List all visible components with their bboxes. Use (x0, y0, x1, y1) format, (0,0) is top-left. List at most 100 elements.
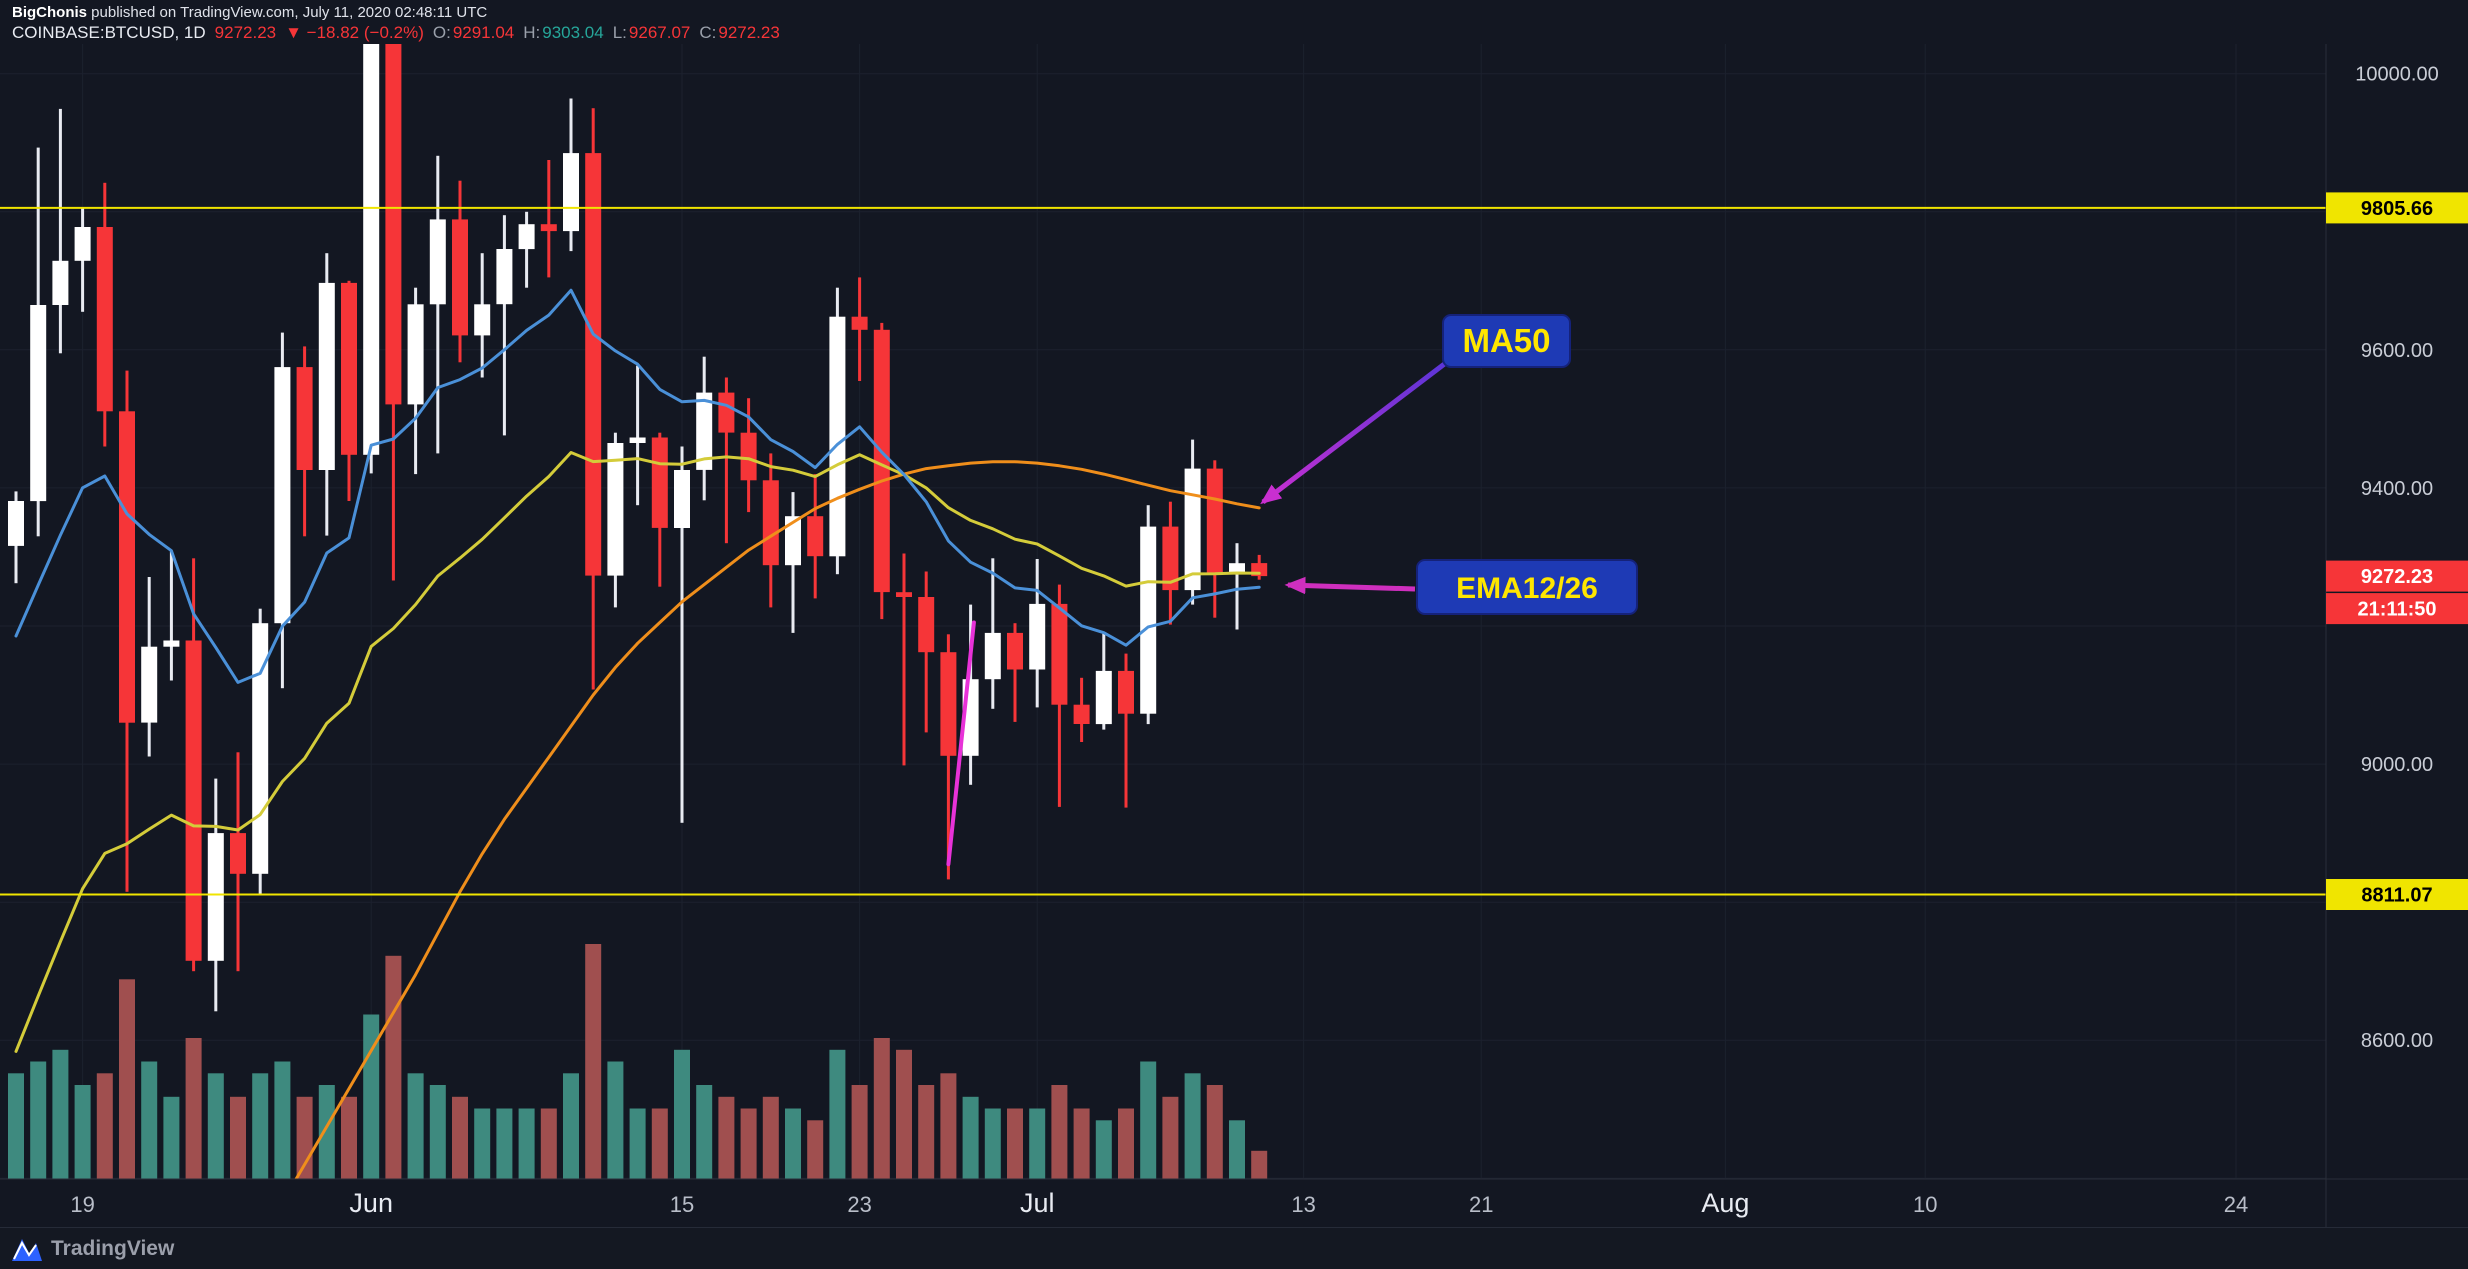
candle-wick (636, 365, 640, 506)
candle (1140, 526, 1157, 714)
volume-bar (896, 1049, 912, 1179)
candle (785, 516, 801, 566)
candle (696, 392, 713, 470)
ema-callout-box[interactable] (1416, 559, 1638, 615)
volume-bar (1162, 1096, 1179, 1179)
candle (1206, 468, 1223, 573)
candle-wick (169, 551, 173, 681)
price-chart[interactable]: MA50 EMA12/26 10000.00 9600.00 9400.00 9000.0… (0, 44, 2468, 1227)
candle (940, 652, 957, 756)
countdown-label[interactable] (2326, 593, 2468, 625)
volume-bar (851, 1085, 868, 1179)
candle (96, 227, 113, 412)
volume-bar (807, 1120, 824, 1179)
volume-bar (1140, 1061, 1157, 1179)
volume-bar (1184, 1073, 1201, 1179)
ema12-line[interactable] (14, 288, 1261, 684)
candle-wick (525, 211, 529, 288)
ohlc-open-key: O: (432, 23, 451, 42)
time-tick-label: 19 (70, 1192, 94, 1217)
candle (429, 219, 446, 305)
candle (1029, 603, 1046, 670)
candle (1007, 632, 1023, 670)
volume-bar (651, 1108, 668, 1179)
candle (8, 501, 24, 546)
volume-bar (585, 944, 602, 1179)
last-price-label[interactable] (2326, 560, 2468, 592)
volume-bar (829, 1049, 846, 1179)
trend-line[interactable] (946, 620, 976, 867)
candle (1184, 468, 1201, 591)
level-label-1[interactable] (2326, 879, 2468, 910)
volume-bar (918, 1085, 935, 1179)
candle (1051, 603, 1068, 705)
candle (674, 470, 690, 528)
volume-bar (1029, 1108, 1046, 1179)
candle (984, 632, 1001, 680)
level-label-0-text: 9805.66 (2361, 198, 2433, 220)
volume-bar (8, 1073, 24, 1179)
candle (185, 640, 202, 961)
candle-wick (680, 446, 684, 823)
price-axis[interactable] (2326, 44, 2468, 1227)
ohlc-high-value: 9303.04 (542, 23, 604, 42)
candle-wick (946, 634, 950, 880)
candle (141, 646, 158, 723)
candle (918, 597, 935, 653)
candle (1073, 704, 1090, 724)
ohlc-low: L: 9267.07 (613, 22, 691, 44)
countdown-label-text: 21:11:50 (2358, 599, 2437, 621)
candle (896, 592, 912, 597)
candle (718, 392, 735, 433)
ohlc-open: O: 9291.04 (433, 22, 514, 44)
candle-wick (58, 108, 62, 354)
candle (230, 833, 246, 874)
ema26-line[interactable] (14, 451, 1261, 1053)
volume-bar (629, 1108, 646, 1179)
volume-bar (873, 1038, 890, 1179)
ohlc-low-value: 9267.07 (628, 23, 691, 42)
volume-bar (429, 1085, 446, 1179)
level-label-0[interactable] (2326, 192, 2468, 224)
candle (119, 411, 135, 723)
last-price-value: 9272.23 (214, 23, 277, 42)
volume-bar (52, 1049, 69, 1179)
volume-bar (385, 955, 402, 1179)
volume-bar (496, 1108, 513, 1179)
candle-wick (547, 160, 551, 278)
time-tick-label: 13 (1291, 1192, 1315, 1217)
volume-bar (1095, 1120, 1112, 1179)
last-price-label-text: 9272.23 (2361, 566, 2433, 588)
time-axis[interactable] (0, 1179, 2326, 1227)
grid (0, 44, 2326, 1179)
chart-pane[interactable] (8, 44, 1268, 1227)
ohlc-high-key: H: (523, 23, 541, 42)
time-tick-label: 10 (1913, 1192, 1937, 1217)
ma50-line[interactable] (16, 460, 1261, 1227)
volume-bar (1229, 1120, 1245, 1179)
ema-callout-arrow[interactable] (1284, 576, 1416, 595)
ma50-callout-arrow[interactable] (1260, 360, 1449, 505)
volume-bar (563, 1073, 579, 1179)
volume-bar (341, 1096, 357, 1179)
price-tick-label: 8600.00 (2361, 1030, 2433, 1052)
candle-wick (724, 377, 728, 544)
candle (873, 329, 890, 593)
candle (518, 224, 535, 250)
candle (1095, 670, 1112, 725)
volume-bar (962, 1096, 979, 1179)
volume-bar (540, 1108, 557, 1179)
tradingview-logo[interactable] (12, 1237, 42, 1261)
volume-bar (1251, 1150, 1268, 1179)
volume-bar (718, 1096, 735, 1179)
volume-bar (1206, 1085, 1223, 1179)
volume-bar (230, 1096, 246, 1179)
volume-bar (407, 1073, 424, 1179)
volume-bar (1007, 1108, 1023, 1179)
tradingview-brand-text[interactable]: TradingView (51, 1236, 175, 1260)
time-tick-label: Aug (1701, 1188, 1749, 1218)
publisher-name: BigChonis (12, 4, 87, 21)
ma50-callout-box[interactable] (1442, 314, 1571, 368)
volume-bar (74, 1085, 91, 1179)
time-tick-label: Jul (1020, 1188, 1055, 1218)
